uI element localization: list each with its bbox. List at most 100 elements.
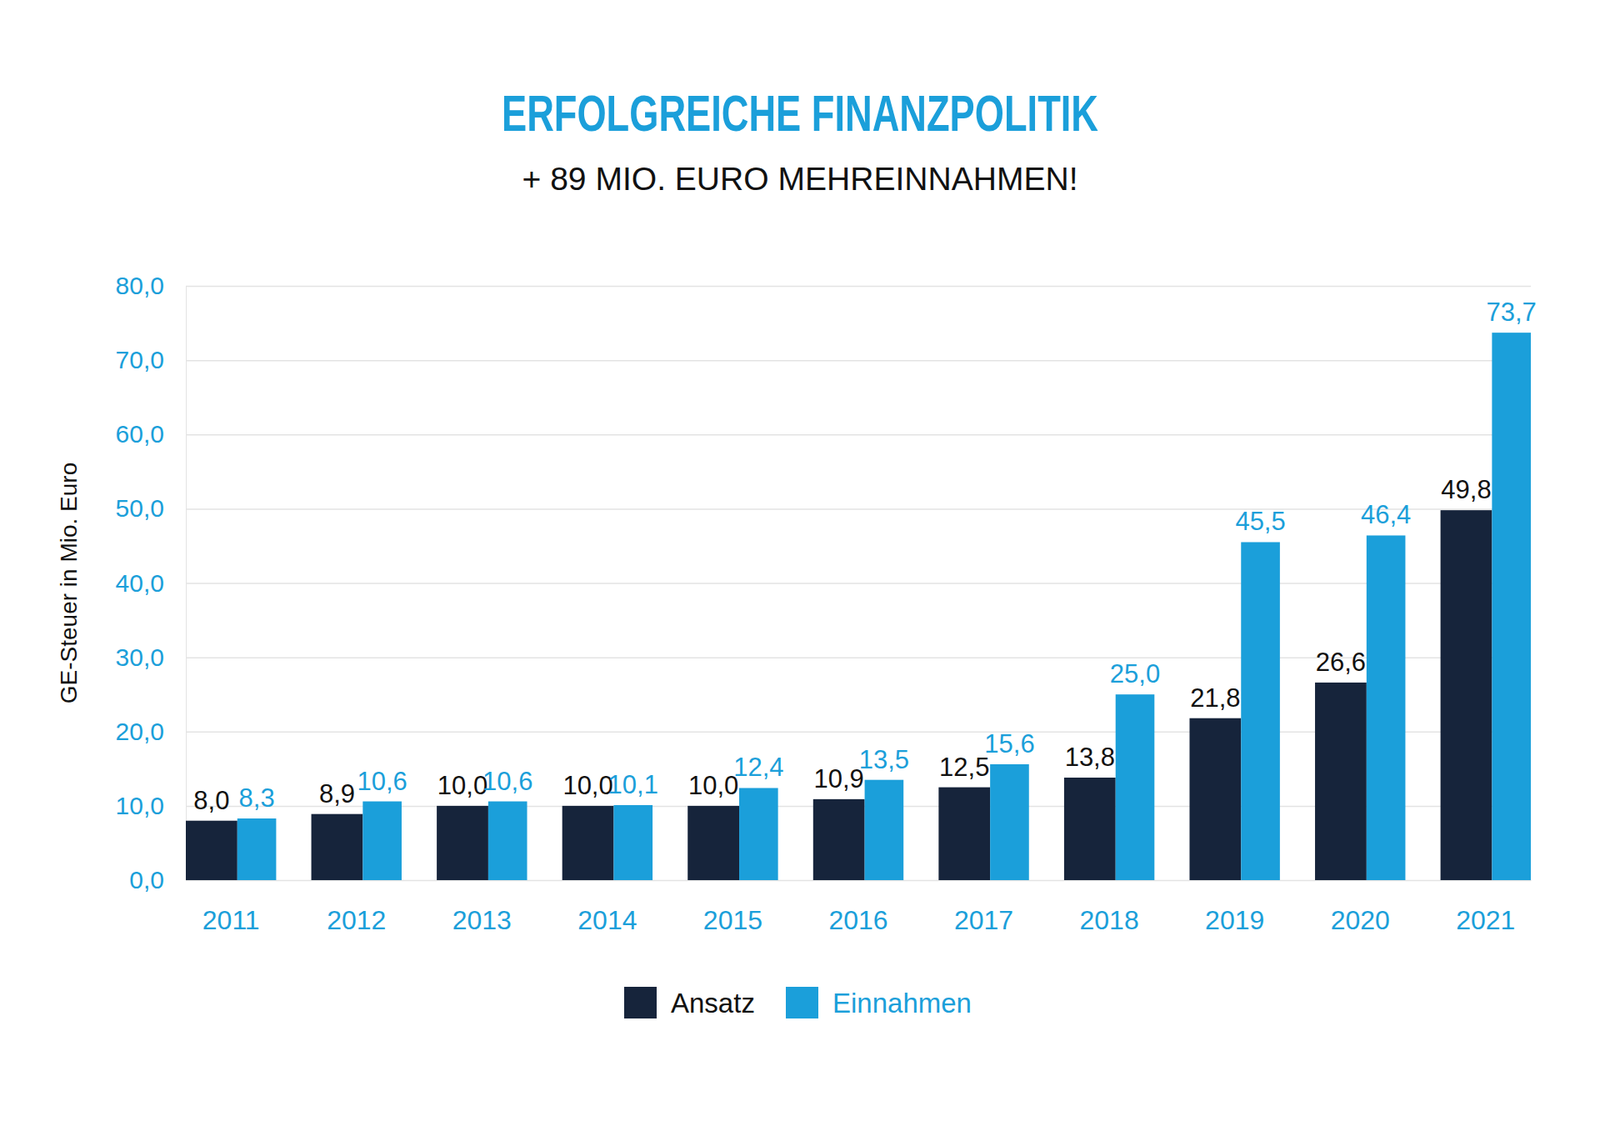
y-tick-label: 40,0	[115, 569, 165, 597]
bar	[362, 801, 402, 880]
bar	[1115, 694, 1155, 880]
y-tick-label: 80,0	[115, 271, 165, 300]
bar	[687, 805, 740, 880]
data-label: 46,4	[1360, 500, 1411, 530]
y-axis-title: GE-Steuer in Mio. Euro	[55, 462, 82, 704]
x-tick-label: 2017	[954, 905, 1014, 935]
data-label: 73,7	[1486, 297, 1537, 327]
bar	[311, 814, 364, 880]
data-label: 13,8	[1065, 742, 1115, 772]
bar	[865, 780, 905, 880]
grid-line	[185, 285, 1531, 288]
legend-swatch	[785, 986, 819, 1019]
x-tick: 2019	[1205, 880, 1265, 935]
data-label: 10,0	[562, 770, 613, 800]
bar	[1064, 777, 1116, 880]
bars	[185, 332, 1531, 880]
legend-label: Ansatz	[670, 987, 755, 1019]
legend: Ansatz Einnahmen	[624, 986, 972, 1019]
x-tick-label: 2020	[1330, 905, 1390, 935]
x-axis: 2011 2012 2013 2014 2015 2016 2017 2018 2019 2020…	[186, 880, 1532, 935]
data-label: 12,5	[939, 752, 990, 782]
bar	[613, 805, 653, 880]
grid-line	[185, 582, 1531, 585]
chart-svg: ERFOLGREICHE FINANZPOLITIK + 89 MIO. EURO…	[0, 0, 1600, 1131]
bar	[1366, 535, 1406, 880]
subtitle: + 89 MIO. EURO MEHREINNAHMEN!	[522, 161, 1079, 197]
data-label: 10,9	[814, 764, 865, 794]
grid-line	[185, 360, 1531, 362]
data-label: 13,5	[859, 745, 910, 775]
y-tick-label: 60,0	[115, 420, 165, 448]
x-tick: 2012	[326, 880, 386, 935]
y-tick-label: 10,0	[115, 791, 165, 820]
x-tick: 2018	[1080, 880, 1140, 935]
data-label: 10,0	[688, 770, 739, 800]
x-tick-label: 2019	[1205, 905, 1265, 935]
bar	[813, 799, 865, 880]
x-tick: 2017	[954, 880, 1014, 935]
bar	[436, 805, 489, 880]
bar	[1240, 541, 1280, 880]
legend-swatch	[624, 986, 657, 1019]
y-tick: 60,0	[115, 420, 1531, 448]
x-tick: 2021	[1455, 880, 1515, 935]
x-tick: 2020	[1330, 880, 1390, 935]
chart-container: ERFOLGREICHE FINANZPOLITIK + 89 MIO. EURO…	[0, 0, 1600, 1131]
y-tick-label: 0,0	[129, 865, 165, 894]
bar	[562, 805, 615, 880]
bar	[739, 787, 779, 880]
x-tick-label: 2016	[828, 905, 888, 935]
y-tick: 70,0	[115, 345, 1531, 374]
y-tick-label: 30,0	[115, 643, 165, 671]
x-tick: 2015	[703, 880, 763, 935]
data-label: 10,6	[482, 766, 533, 796]
bar	[1440, 510, 1493, 880]
legend-label: Einnahmen	[832, 987, 972, 1019]
data-label: 21,8	[1190, 683, 1240, 713]
data-label: 25,0	[1110, 659, 1160, 689]
y-tick: 50,0	[115, 494, 1531, 522]
data-label: 26,6	[1315, 647, 1366, 677]
y-tick: 40,0	[115, 569, 1531, 597]
data-label: 12,4	[733, 752, 784, 782]
x-tick: 2011	[202, 880, 260, 935]
bar	[1491, 332, 1531, 880]
x-tick: 2014	[577, 880, 637, 935]
bar	[938, 787, 990, 880]
bar	[237, 818, 277, 880]
bar	[185, 820, 238, 880]
data-label: 45,5	[1235, 506, 1285, 536]
y-tick-label: 50,0	[115, 494, 165, 522]
data-label: 10,1	[608, 770, 659, 800]
x-tick-label: 2021	[1455, 905, 1515, 935]
x-tick-label: 2015	[703, 905, 763, 935]
data-labels: 8,0 8,9 10,0 10,0 10,0 10,9 12,5 13,8 21,8 26,6 49…	[193, 297, 1537, 815]
y-tick-label: 20,0	[115, 717, 165, 745]
x-tick: 2016	[828, 880, 888, 935]
bar	[1189, 718, 1241, 880]
grid-line	[185, 434, 1531, 436]
bar	[990, 764, 1030, 880]
x-tick-label: 2013	[452, 905, 512, 935]
bar	[488, 801, 528, 880]
data-label: 10,0	[437, 770, 488, 800]
x-tick: 2013	[452, 880, 512, 935]
x-axis-line	[186, 880, 1532, 881]
data-label: 15,6	[984, 729, 1035, 759]
x-tick-label: 2012	[326, 905, 386, 935]
data-label: 8,3	[239, 783, 275, 813]
data-label: 49,8	[1440, 475, 1491, 505]
y-axis: 0,0 10,0 20,0 30,0 40,0 50,0 60,0 70,0 80,0	[115, 271, 1531, 894]
x-tick-label: 2014	[577, 905, 637, 935]
data-label: 8,0	[193, 785, 230, 815]
grid-line	[185, 508, 1531, 510]
data-label: 10,6	[356, 766, 407, 796]
x-tick-label: 2011	[202, 905, 260, 935]
y-tick-label: 70,0	[115, 345, 165, 374]
bar	[1315, 682, 1367, 880]
title: ERFOLGREICHE FINANZPOLITIK	[501, 84, 1099, 142]
y-tick: 80,0	[115, 271, 1531, 300]
data-label: 8,9	[319, 779, 355, 809]
x-tick-label: 2018	[1080, 905, 1140, 935]
